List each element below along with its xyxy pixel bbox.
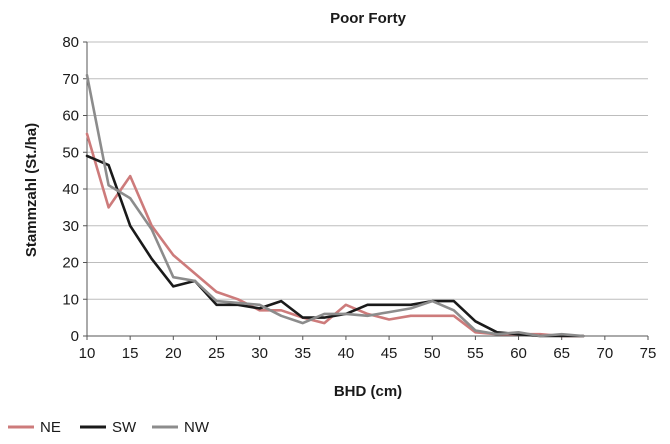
legend-label-ne: NE [40,419,61,436]
x-tick-label: 70 [597,345,614,362]
x-tick-label: 25 [208,345,225,362]
x-tick-label: 75 [640,345,657,362]
x-tick-label: 45 [381,345,398,362]
y-tick-label: 10 [62,291,79,308]
legend-label-nw: NW [184,419,210,436]
gridlines [87,41,648,300]
x-tick-label: 20 [165,345,182,362]
x-tick-label: 35 [294,345,311,362]
series-line-ne [85,132,585,338]
y-axis-title: Stammzahl (St./ha) [23,123,40,257]
y-tick-label: 60 [62,108,79,125]
series-line-nw [85,73,585,338]
legend-label-sw: SW [112,419,137,436]
x-tick-label: 30 [251,345,268,362]
chart-title: Poor Forty [330,10,406,27]
x-tick-label: 15 [122,345,139,362]
y-tick-label: 70 [62,71,79,88]
x-tick-label: 60 [510,345,527,362]
axes [83,41,649,340]
y-tick-label: 40 [62,181,79,198]
y-tick-label: 20 [62,255,79,272]
y-tick-label: 50 [62,144,79,161]
series-line-sw [85,154,585,338]
y-tick-label: 80 [62,34,79,51]
x-tick-label: 50 [424,345,441,362]
x-axis-title: BHD (cm) [334,383,402,400]
series-lines [85,73,585,338]
y-tick-label: 0 [71,328,79,345]
x-tick-labels: 10 15 20 25 30 35 40 45 50 55 60 65 70 75 [79,345,657,362]
y-tick-label: 30 [62,218,79,235]
y-tick-labels: 0 10 20 30 40 50 60 70 80 [62,34,79,345]
x-tick-label: 10 [79,345,96,362]
x-tick-label: 40 [338,345,355,362]
x-tick-label: 55 [467,345,484,362]
legend: NE SW NW [8,419,210,436]
x-tick-label: 65 [553,345,570,362]
